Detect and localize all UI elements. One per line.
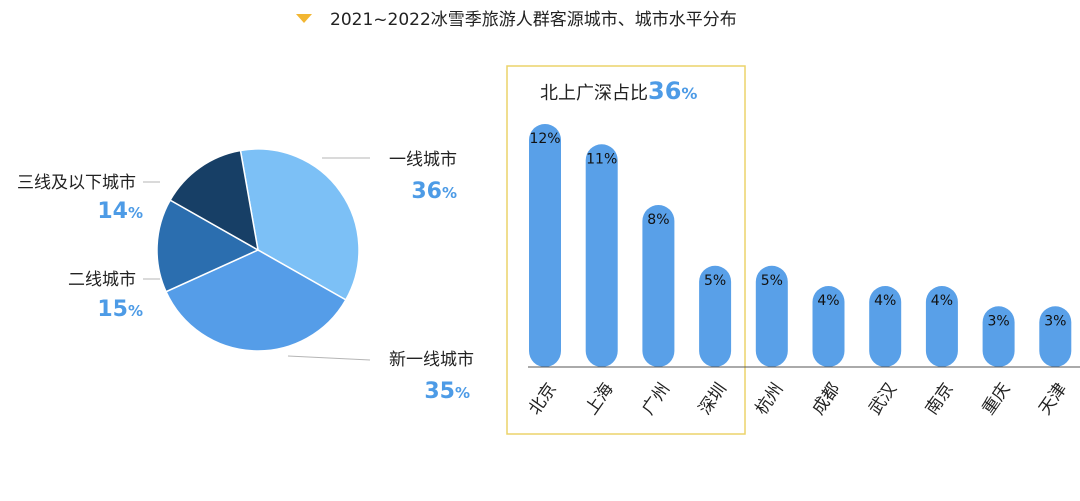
- pie-percent-sign: %: [128, 302, 143, 320]
- bar: [869, 286, 902, 367]
- highlight-percent-sign: %: [681, 84, 697, 103]
- bar: [812, 286, 845, 367]
- bar-chart: 12% 北京 11% 上海 8% 广州 5% 深圳 5% 杭州 4% 成都 4% 武汉 4% 南京 3% 重庆 3%…: [525, 124, 1072, 419]
- x-tick-label: 深圳: [695, 379, 731, 418]
- x-tick-label: 天津: [1035, 379, 1071, 418]
- pie-percent-sign: %: [442, 184, 457, 202]
- x-tick-label: 广州: [638, 379, 674, 418]
- bar: [755, 265, 788, 367]
- bar-data-label: 3%: [1044, 313, 1066, 329]
- bar: [699, 265, 732, 367]
- pie-chart: [156, 148, 360, 352]
- pie-slice-label: 三线及以下城市: [17, 173, 136, 193]
- pie-slice-percent: 15%: [97, 297, 143, 322]
- x-tick-label: 成都: [808, 379, 844, 418]
- pie-leader-line: [287, 355, 371, 361]
- x-tick-label: 杭州: [752, 379, 788, 418]
- bar-data-label: 4%: [874, 293, 896, 309]
- bar: [529, 124, 561, 367]
- title-marker-icon: [296, 14, 312, 23]
- pie-slice: [165, 249, 347, 352]
- x-tick-label: 武汉: [865, 379, 901, 418]
- chart-title-group: 2021~2022冰雪季旅游人群客源城市、城市水平分布: [296, 10, 737, 30]
- highlight-percent: 36: [648, 77, 681, 105]
- chart-title: 2021~2022冰雪季旅游人群客源城市、城市水平分布: [330, 10, 737, 30]
- bar: [925, 286, 958, 367]
- bar-data-label: 4%: [931, 293, 953, 309]
- highlight-box: [506, 65, 746, 435]
- pie-slice-percent: 36%: [411, 179, 457, 204]
- bar-data-label: 8%: [647, 212, 669, 228]
- bar: [982, 306, 1015, 367]
- bar: [585, 144, 618, 367]
- pie-slice: [156, 199, 260, 293]
- pie-percent-value: 36: [411, 179, 442, 204]
- pie-percent-sign: %: [455, 384, 470, 402]
- x-tick-label: 北京: [525, 379, 561, 418]
- pie-slice: [169, 149, 260, 252]
- pie-percent-sign: %: [128, 204, 143, 222]
- bar-data-label: 4%: [817, 293, 839, 309]
- x-tick-label: 南京: [922, 379, 958, 418]
- x-tick-label: 重庆: [979, 379, 1015, 418]
- pie-percent-value: 14: [97, 199, 128, 224]
- pie-slice-percent: 14%: [97, 199, 143, 224]
- bar-data-label: 5%: [761, 273, 783, 289]
- bar-data-label: 5%: [704, 273, 726, 289]
- pie-slice: [239, 148, 360, 301]
- pie-labels: 一线城市 36% 新一线城市 35% 二线城市 15% 三线及以下城市 14%: [17, 150, 474, 404]
- highlight-caption: 北上广深占比36%: [540, 77, 697, 105]
- bar-data-label: 12%: [529, 131, 560, 147]
- pie-percent-value: 35: [424, 379, 455, 404]
- pie-percent-value: 15: [97, 297, 128, 322]
- bar: [642, 205, 675, 367]
- highlight-text: 北上广深占比: [540, 83, 648, 104]
- pie-slice-label: 二线城市: [68, 270, 136, 290]
- bar-data-label: 11%: [586, 151, 617, 167]
- x-tick-label: 上海: [582, 379, 618, 418]
- bar-data-label: 3%: [987, 313, 1009, 329]
- pie-slice-label: 一线城市: [389, 150, 457, 170]
- bar: [1039, 306, 1072, 367]
- pie-slice-label: 新一线城市: [389, 350, 474, 370]
- pie-slice-percent: 35%: [424, 379, 470, 404]
